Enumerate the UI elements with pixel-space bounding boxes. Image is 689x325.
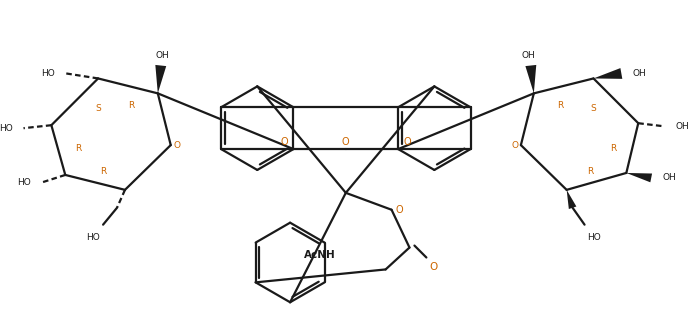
Text: R: R [557, 101, 564, 110]
Text: R: R [610, 144, 617, 152]
Text: HO: HO [0, 124, 12, 133]
Text: HO: HO [588, 233, 601, 242]
Text: O: O [429, 263, 438, 272]
Text: O: O [403, 137, 411, 147]
Text: OH: OH [633, 69, 646, 78]
Text: O: O [395, 205, 403, 215]
Text: O: O [280, 137, 288, 147]
Text: O: O [342, 137, 349, 147]
Text: R: R [75, 144, 81, 152]
Polygon shape [593, 68, 622, 79]
Text: OH: OH [675, 122, 689, 131]
Text: O: O [173, 141, 181, 150]
Text: OH: OH [522, 51, 536, 60]
Text: AcNH: AcNH [304, 250, 336, 260]
Text: OH: OH [662, 174, 676, 182]
Text: HO: HO [86, 233, 100, 242]
Text: S: S [590, 104, 597, 113]
Text: R: R [100, 167, 106, 176]
Text: O: O [511, 141, 518, 150]
Polygon shape [155, 65, 166, 93]
Polygon shape [526, 65, 536, 93]
Polygon shape [626, 173, 652, 182]
Polygon shape [566, 190, 577, 209]
Text: R: R [128, 101, 134, 110]
Text: S: S [95, 104, 101, 113]
Text: OH: OH [156, 51, 169, 60]
Text: HO: HO [17, 178, 30, 188]
Text: R: R [588, 167, 594, 176]
Text: HO: HO [41, 69, 55, 78]
